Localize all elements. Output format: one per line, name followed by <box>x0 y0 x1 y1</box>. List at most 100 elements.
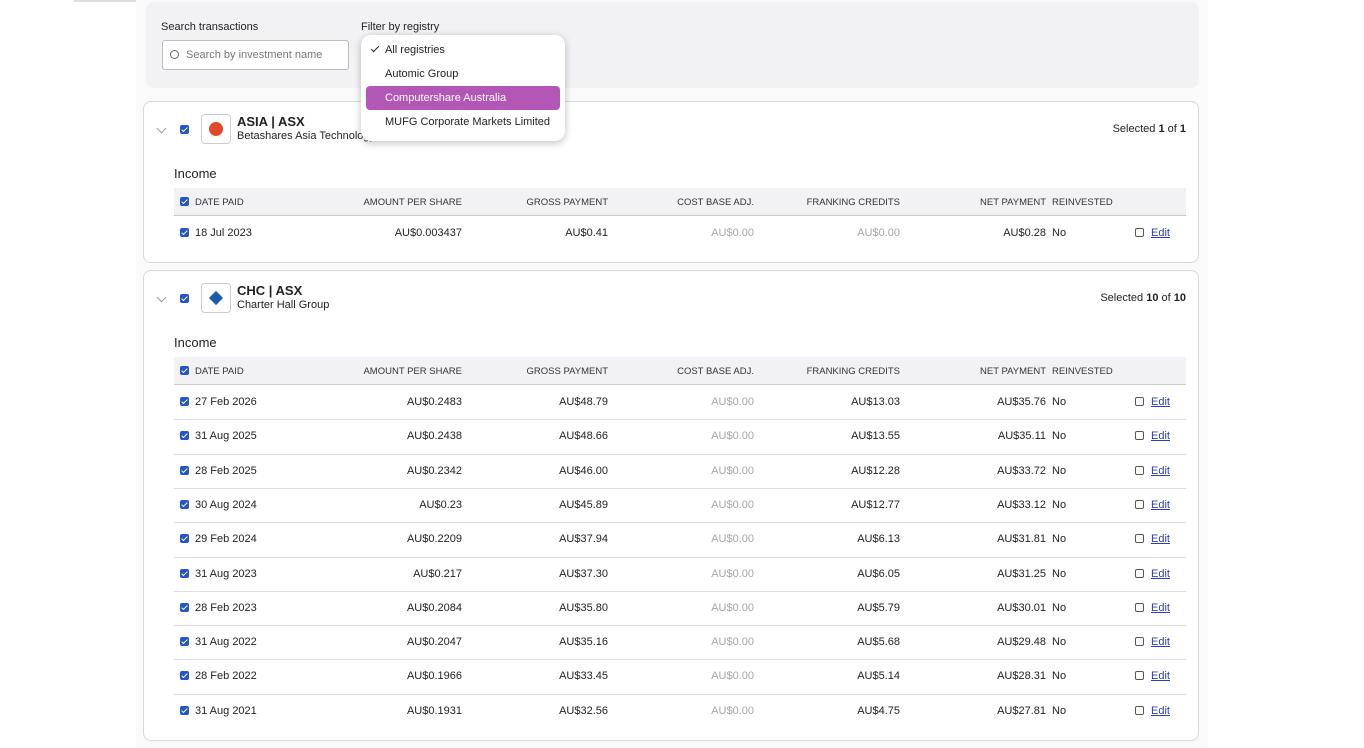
row-checkbox[interactable] <box>180 568 189 578</box>
edit-icon[interactable] <box>1135 465 1144 475</box>
logo-mark <box>209 122 223 136</box>
selected-part: 1 <box>1158 123 1168 135</box>
row-checkbox[interactable] <box>180 705 189 715</box>
column-header: FRANKING CREDITS <box>806 197 900 208</box>
edit-link[interactable]: Edit <box>1151 498 1170 511</box>
cell: AU$37.94 <box>559 533 608 546</box>
edit-link[interactable]: Edit <box>1151 704 1170 717</box>
row-checkbox[interactable] <box>180 671 189 681</box>
column-header: COST BASE ADJ. <box>677 366 754 377</box>
edit-icon[interactable] <box>1135 637 1144 647</box>
cell: AU$31.25 <box>997 567 1046 580</box>
column-header: DATE PAID <box>195 197 244 208</box>
selected-part: 10 <box>1173 292 1186 304</box>
cell: AU$5.79 <box>857 601 900 614</box>
header-checkbox[interactable] <box>180 197 189 206</box>
cell: AU$12.77 <box>851 498 900 511</box>
registry-option[interactable]: Computershare Australia <box>385 92 507 104</box>
cell: AU$0.00 <box>711 396 754 408</box>
row-divider <box>174 625 1186 627</box>
cell: AU$0.217 <box>413 567 462 580</box>
cell: AU$6.05 <box>857 567 900 580</box>
edit-icon[interactable] <box>1135 602 1144 612</box>
edit-link[interactable]: Edit <box>1151 636 1170 649</box>
cell: AU$0.41 <box>565 227 608 239</box>
edit-link[interactable]: Edit <box>1151 601 1170 614</box>
cell: AU$33.12 <box>997 498 1046 511</box>
edit-icon[interactable] <box>1135 568 1144 578</box>
edit-link[interactable]: Edit <box>1151 430 1170 443</box>
row-divider <box>174 693 1186 695</box>
edit-icon[interactable] <box>1135 534 1144 544</box>
edit-icon[interactable] <box>1135 228 1144 237</box>
row-checkbox[interactable] <box>180 534 189 544</box>
cell: AU$0.2084 <box>406 601 462 614</box>
cell: AU$0.00 <box>711 430 754 443</box>
cell: AU$0.00 <box>711 498 754 511</box>
row-checkbox[interactable] <box>180 228 189 237</box>
cell: AU$0.1966 <box>406 670 462 683</box>
edit-link[interactable]: Edit <box>1151 567 1170 580</box>
cell: AU$0.00 <box>711 533 754 546</box>
cell: 18 Jul 2023 <box>195 227 252 239</box>
cell: AU$35.80 <box>559 601 608 614</box>
row-divider <box>174 522 1186 524</box>
column-header: COST BASE ADJ. <box>677 197 754 208</box>
cell: AU$6.13 <box>857 533 900 546</box>
holding-checkbox[interactable] <box>180 125 189 134</box>
section-title: Income <box>174 166 217 181</box>
row-checkbox[interactable] <box>180 637 189 647</box>
cell: No <box>1052 464 1067 477</box>
registry-option[interactable]: All registries <box>385 44 445 56</box>
section-title: Income <box>174 335 217 350</box>
edit-link[interactable]: Edit <box>1151 396 1170 408</box>
cell: AU$0.00 <box>711 464 754 477</box>
registry-label: Filter by registry <box>361 21 440 33</box>
cell: AU$33.45 <box>559 670 608 683</box>
registry-option[interactable]: Automic Group <box>385 68 459 80</box>
cell: AU$32.56 <box>559 704 608 717</box>
cell: AU$35.16 <box>559 636 608 649</box>
column-header: REINVESTED <box>1052 366 1113 377</box>
cell: No <box>1052 227 1067 239</box>
row-checkbox[interactable] <box>180 397 189 406</box>
row-checkbox[interactable] <box>180 431 189 441</box>
cell: 28 Feb 2023 <box>195 601 257 614</box>
edit-icon[interactable] <box>1135 705 1144 715</box>
holding-card <box>143 101 1199 263</box>
edit-link[interactable]: Edit <box>1151 464 1170 477</box>
edit-link[interactable]: Edit <box>1151 670 1170 683</box>
header-checkbox[interactable] <box>180 366 189 375</box>
edit-link[interactable]: Edit <box>1151 533 1170 546</box>
row-divider <box>174 590 1186 592</box>
row-checkbox[interactable] <box>180 499 189 509</box>
edit-icon[interactable] <box>1135 671 1144 681</box>
edit-link[interactable]: Edit <box>1151 227 1170 239</box>
cell: AU$0.2342 <box>406 464 462 477</box>
cell: AU$0.1931 <box>406 704 462 717</box>
column-header: REINVESTED <box>1052 197 1113 208</box>
search-input[interactable] <box>162 40 349 70</box>
cell: AU$28.31 <box>997 670 1046 683</box>
row-checkbox[interactable] <box>180 465 189 475</box>
holding-checkbox[interactable] <box>180 294 189 303</box>
cell: 31 Aug 2025 <box>195 430 257 443</box>
cell: No <box>1052 396 1067 408</box>
selected-part: 1 <box>1179 123 1186 135</box>
edit-icon[interactable] <box>1135 397 1144 406</box>
row-divider <box>174 453 1186 455</box>
cell: AU$35.76 <box>997 396 1046 408</box>
cell: AU$13.03 <box>851 396 900 408</box>
cell: No <box>1052 498 1067 511</box>
row-checkbox[interactable] <box>180 602 189 612</box>
cell: AU$33.72 <box>997 464 1046 477</box>
cell: AU$0.28 <box>1003 227 1046 239</box>
registry-option[interactable]: MUFG Corporate Markets Limited <box>385 116 551 128</box>
edit-icon[interactable] <box>1135 499 1144 509</box>
cell: No <box>1052 567 1067 580</box>
cell: AU$0.00 <box>857 227 900 239</box>
column-header: NET PAYMENT <box>980 197 1046 208</box>
edit-icon[interactable] <box>1135 431 1144 441</box>
holding-name: Charter Hall Group <box>237 299 330 311</box>
